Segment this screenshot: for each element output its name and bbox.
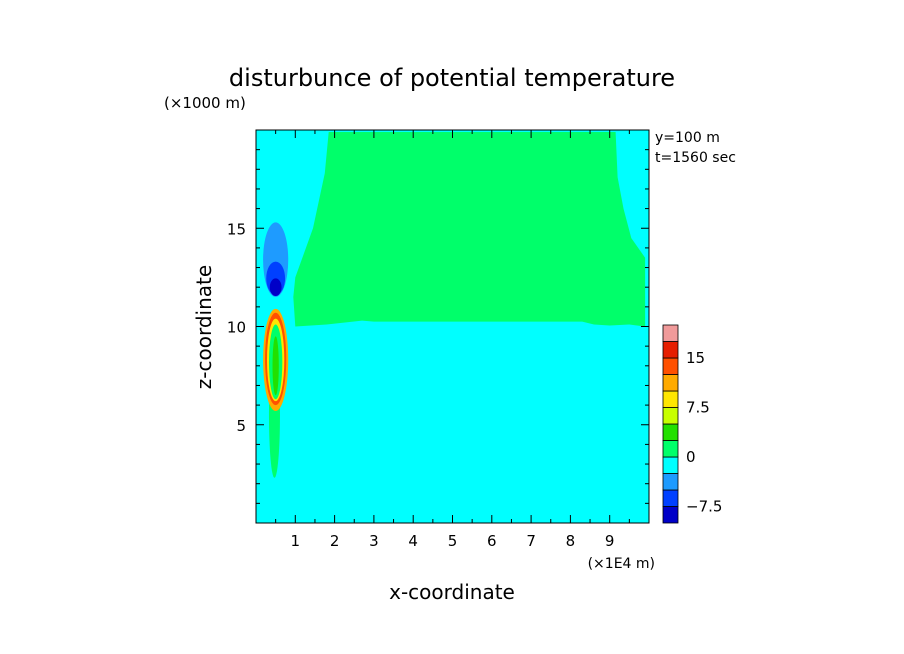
colorbar-swatch	[662, 489, 679, 507]
x-tick-label: 6	[487, 532, 497, 550]
y-tick-label: 5	[236, 417, 246, 435]
colorbar-swatch	[662, 440, 679, 458]
colorbar-swatch	[662, 506, 679, 524]
colorbar-label: 7.5	[686, 399, 710, 417]
colorbar-swatch	[662, 390, 679, 408]
colorbar-swatch	[662, 357, 679, 375]
axis-ticks: 1 2 3 4 5 6 7 8 9 5 10 15	[227, 129, 650, 550]
y-axis-unit: (×1000 m)	[164, 94, 246, 112]
colorbar-swatch	[662, 456, 679, 474]
x-tick-label: 3	[369, 532, 379, 550]
colorbar-label: 0	[686, 448, 696, 466]
contour-region	[293, 132, 646, 327]
x-tick-label: 8	[566, 532, 576, 550]
y-axis-label: z-coordinate	[192, 265, 216, 389]
x-axis-unit: (×1E4 m)	[588, 556, 655, 572]
x-axis-label: x-coordinate	[389, 580, 515, 604]
y-tick-label: 10	[227, 319, 246, 337]
x-tick-label: 5	[448, 532, 458, 550]
x-tick-label: 9	[605, 532, 615, 550]
colorbar-swatch	[662, 324, 679, 342]
colorbar: −7.5 0 7.5 15	[662, 324, 722, 524]
colorbar-label: 15	[686, 349, 705, 367]
x-tick-label: 2	[330, 532, 340, 550]
x-tick-label: 1	[291, 532, 301, 550]
colorbar-swatch	[662, 374, 679, 392]
contour-field	[256, 130, 649, 523]
annotation-t: t=1560 sec	[655, 150, 736, 166]
x-tick-label: 4	[408, 532, 418, 550]
colorbar-swatch	[662, 407, 679, 425]
colorbar-swatch	[662, 423, 679, 441]
contour-region	[272, 336, 279, 396]
colorbar-swatch	[662, 341, 679, 359]
y-tick-label: 15	[227, 220, 246, 238]
chart-title: disturbunce of potential temperature	[229, 64, 675, 92]
colorbar-label: −7.5	[686, 498, 722, 516]
contour-region	[269, 278, 282, 297]
colorbar-swatch	[662, 473, 679, 491]
annotation-y: y=100 m	[655, 130, 720, 146]
x-tick-label: 7	[526, 532, 536, 550]
